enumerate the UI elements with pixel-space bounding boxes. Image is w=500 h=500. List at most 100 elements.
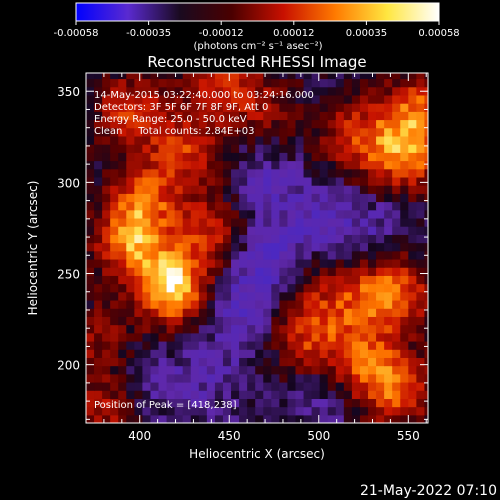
heatmap-cell: [263, 152, 272, 162]
heatmap-cell: [335, 103, 345, 112]
heatmap-cell: [134, 152, 144, 162]
heatmap-cell: [86, 349, 95, 358]
heatmap-cell: [287, 373, 297, 383]
heatmap-cell: [255, 152, 264, 162]
heatmap-cell: [311, 275, 321, 285]
heatmap-cell: [134, 242, 144, 252]
heatmap-cell: [158, 160, 168, 170]
heatmap-cell: [392, 94, 401, 104]
heatmap-cell: [142, 226, 152, 235]
heatmap-cell: [263, 103, 272, 112]
heatmap-cell: [311, 357, 321, 367]
heatmap-cell: [102, 209, 111, 219]
heatmap-cell: [343, 332, 353, 342]
heatmap-cell: [150, 86, 160, 96]
heatmap-cell: [222, 365, 232, 375]
heatmap-cell: [118, 275, 127, 285]
heatmap-cell: [408, 217, 417, 227]
heatmap-cell: [368, 267, 377, 276]
heatmap-cell: [142, 340, 152, 350]
heatmap-cell: [126, 73, 135, 80]
heatmap-cell: [247, 144, 256, 153]
heatmap-cell: [190, 73, 200, 80]
chart-title: Reconstructed RHESSI Image: [147, 53, 366, 71]
heatmap-cell: [166, 103, 176, 112]
heatmap-cell: [424, 291, 428, 301]
heatmap-cell: [279, 316, 289, 326]
heatmap-cell: [118, 250, 127, 260]
heatmap-cell: [247, 308, 256, 317]
heatmap-cell: [392, 160, 401, 170]
heatmap-cell: [126, 86, 135, 96]
heatmap-cell: [271, 357, 280, 367]
heatmap-cell: [295, 406, 305, 416]
heatmap-cell: [384, 234, 393, 244]
heatmap-cell: [126, 152, 135, 162]
heatmap-cell: [400, 86, 409, 96]
heatmap-cell: [368, 201, 377, 211]
heatmap-cell: [118, 242, 127, 252]
heatmap-cell: [424, 316, 428, 326]
heatmap-cell: [166, 168, 176, 178]
heatmap-cell: [271, 381, 280, 391]
heatmap-cell: [359, 234, 369, 244]
heatmap-cell: [392, 291, 401, 301]
heatmap-cell: [359, 299, 369, 309]
heatmap-cell: [368, 365, 377, 375]
heatmap-cell: [214, 324, 224, 334]
heatmap-cell: [158, 291, 168, 301]
heatmap-cell: [319, 357, 329, 367]
heatmap-cell: [319, 168, 329, 178]
heatmap-cell: [190, 119, 200, 129]
heatmap-cell: [142, 111, 152, 121]
heatmap-cell: [142, 267, 152, 276]
heatmap-cell: [247, 94, 256, 104]
heatmap-cell: [182, 316, 192, 326]
heatmap-cell: [335, 373, 345, 383]
heatmap-cell: [134, 234, 144, 244]
heatmap-cell: [94, 283, 103, 293]
heatmap-cell: [102, 398, 111, 408]
heatmap-cell: [102, 176, 111, 186]
heatmap-cell: [319, 176, 329, 186]
heatmap-cell: [287, 332, 297, 342]
heatmap-cell: [271, 316, 280, 326]
heatmap-cell: [384, 168, 393, 178]
heatmap-cell: [376, 234, 385, 244]
heatmap-cell: [327, 414, 337, 423]
heatmap-cell: [255, 144, 264, 153]
heatmap-cell: [158, 381, 168, 391]
heatmap-cell: [263, 94, 272, 104]
heatmap-cell: [335, 242, 345, 252]
heatmap-cell: [327, 103, 337, 112]
heatmap-cell: [214, 381, 224, 391]
heatmap-cell: [174, 258, 184, 268]
colorbar-ticks: -0.00058 -0.00035 -0.00012 0.00012 0.00035 0.…: [54, 21, 460, 39]
heatmap-cell: [400, 414, 409, 423]
heatmap-cell: [190, 250, 200, 260]
heatmap-cell: [231, 324, 240, 334]
heatmap-cell: [384, 201, 393, 211]
heatmap-cell: [198, 275, 208, 285]
heatmap-cell: [231, 94, 240, 104]
heatmap-cell: [222, 234, 232, 244]
heatmap-cell: [190, 86, 200, 96]
heatmap-cell: [110, 144, 119, 153]
heatmap-cell: [279, 152, 289, 162]
heatmap-cell: [255, 86, 264, 96]
heatmap-cell: [343, 250, 353, 260]
heatmap-cell: [392, 349, 401, 358]
heatmap-cell: [206, 217, 216, 227]
heatmap-cell: [206, 324, 216, 334]
heatmap-cell: [231, 373, 240, 383]
heatmap-cell: [214, 349, 224, 358]
heatmap-cell: [408, 340, 417, 350]
heatmap-cell: [376, 152, 385, 162]
heatmap-cell: [359, 168, 369, 178]
heatmap-cell: [182, 86, 192, 96]
heatmap-cell: [255, 283, 264, 293]
heatmap-cell: [214, 332, 224, 342]
heatmap-cell: [190, 78, 200, 88]
heatmap-cell: [319, 119, 329, 129]
heatmap-cell: [134, 217, 144, 227]
